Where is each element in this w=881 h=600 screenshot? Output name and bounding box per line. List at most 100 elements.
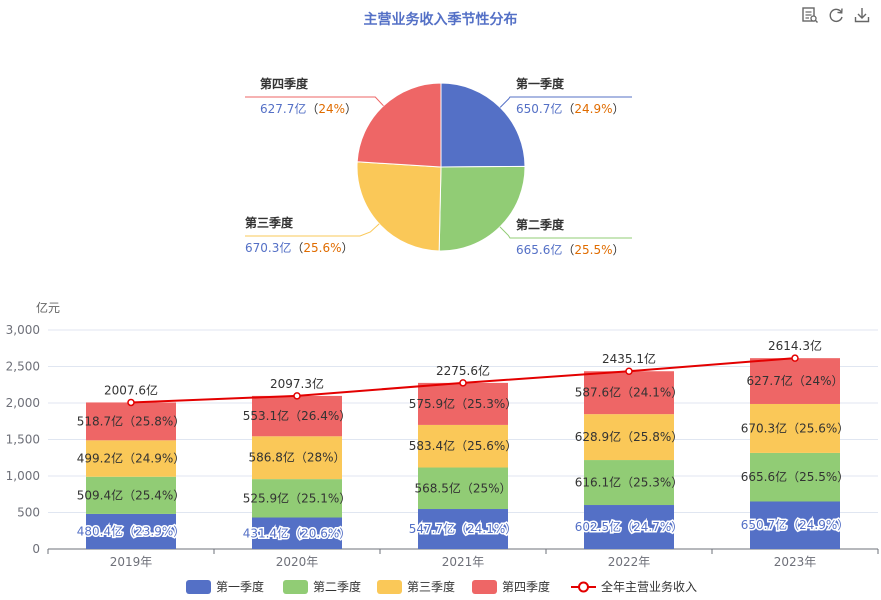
pie-label-value: 665.6亿（25.5%） — [516, 242, 625, 257]
pie-paren-close: ） — [613, 243, 625, 257]
total-label: 2614.3亿 — [768, 338, 822, 353]
pie-paren-close: ） — [345, 102, 357, 116]
y-tick-label: 2,000 — [6, 396, 40, 410]
bar-segment — [86, 440, 176, 477]
legend-item-total[interactable]: 全年主营业务收入 — [571, 579, 697, 594]
pie-label-value: 627.7亿（24%） — [260, 101, 357, 116]
y-tick-label: 500 — [17, 506, 40, 520]
bar-segment — [584, 505, 674, 549]
bar-segment — [418, 509, 508, 549]
bar-data-label: 628.9亿（25.8%） — [575, 429, 683, 444]
legend-label: 第二季度 — [313, 579, 361, 594]
total-point — [625, 367, 633, 375]
legend-item[interactable]: 第四季度 — [472, 579, 550, 594]
pie-percent-text: 25.6% — [303, 241, 341, 255]
bar-data-label: 553.1亿（26.4%） — [243, 408, 351, 423]
bar-segment — [252, 436, 342, 480]
x-tick-label: 2019年 — [110, 555, 153, 569]
total-label: 2275.6亿 — [436, 363, 490, 378]
pie-slice — [356, 82, 442, 168]
pie-label-line — [245, 223, 380, 237]
pie-value-text: 670.3亿 — [245, 240, 291, 255]
chart-title: 主营业务收入季节性分布 — [363, 12, 518, 28]
bar-data-label: 665.6亿（25.5%） — [741, 469, 849, 484]
legend-item[interactable]: 第二季度 — [283, 579, 361, 594]
bar-data-label: 431.4亿（20.6%） — [243, 525, 351, 540]
bar-data-label: 583.4亿（25.6%） — [409, 438, 517, 453]
bar-segment — [584, 371, 674, 415]
pie-paren-open: （ — [562, 102, 574, 116]
pie-label-name: 第一季度 — [516, 76, 565, 91]
legend-swatch — [377, 580, 402, 594]
bar-segment — [750, 358, 840, 404]
bar-data-label: 518.7亿（25.8%） — [77, 413, 185, 428]
legend-line-marker — [578, 581, 589, 593]
x-tick-label: 2020年 — [276, 555, 319, 569]
bar-data-label: 586.8亿（28%） — [248, 450, 345, 465]
pie-value-text: 665.6亿 — [516, 242, 562, 257]
legend-label: 第四季度 — [502, 579, 550, 594]
bar-data-label: 499.2亿（24.9%） — [77, 451, 185, 466]
bar-data-label: 587.6亿（24.1%） — [575, 385, 683, 400]
y-axis-label: 亿元 — [36, 300, 60, 315]
total-point — [293, 392, 301, 400]
legend-swatch — [283, 580, 308, 594]
pie-paren-open: （ — [291, 241, 303, 255]
bar-segment — [252, 517, 342, 549]
legend-label: 第一季度 — [216, 579, 264, 594]
x-tick-label: 2022年 — [608, 555, 651, 569]
total-point — [791, 354, 799, 362]
restore-icon[interactable] — [827, 6, 845, 24]
download-icon[interactable] — [853, 6, 871, 24]
bar-segment — [418, 467, 508, 510]
legend-label: 第三季度 — [407, 579, 455, 594]
bar-segment — [86, 402, 176, 441]
bar-data-label: 575.9亿（25.3%） — [409, 396, 517, 411]
legend-label: 全年主营业务收入 — [601, 579, 697, 594]
pie-value-text: 650.7亿 — [516, 101, 562, 116]
pie-value-text: 627.7亿 — [260, 101, 306, 116]
legend-swatch — [472, 580, 497, 594]
pie-label-name: 第四季度 — [260, 76, 309, 91]
y-tick-label: 2,500 — [6, 360, 40, 374]
pie-label-name: 第二季度 — [516, 217, 565, 232]
bar-segment — [418, 424, 508, 468]
legend-item[interactable]: 第三季度 — [377, 579, 455, 594]
bar-data-label: 616.1亿（25.3%） — [575, 475, 683, 490]
pie-label-name: 第三季度 — [245, 215, 294, 230]
legend-swatch — [186, 580, 211, 594]
total-point — [459, 379, 467, 387]
bar-segment — [750, 501, 840, 549]
y-tick-label: 1,000 — [6, 469, 40, 483]
pie-slice — [440, 82, 526, 168]
bar-data-label: 602.5亿（24.7%） — [575, 519, 683, 534]
pie-label-value: 650.7亿（24.9%） — [516, 101, 625, 116]
bar-data-label: 480.4亿（23.9%） — [77, 523, 185, 538]
pie-percent-text: 25.5% — [574, 243, 612, 257]
legend-item[interactable]: 第一季度 — [186, 579, 264, 594]
bar-data-label: 670.3亿（25.6%） — [741, 420, 849, 435]
bar-segment — [750, 403, 840, 453]
total-label: 2007.6亿 — [104, 382, 158, 397]
total-label: 2435.1亿 — [602, 351, 656, 366]
bar-segment — [584, 414, 674, 461]
x-tick-label: 2023年 — [774, 555, 817, 569]
bar-data-label: 509.4亿（25.4%） — [77, 487, 185, 502]
pie-paren-close: ） — [342, 241, 354, 255]
data-view-icon[interactable] — [801, 6, 819, 24]
pie-paren-open: （ — [562, 243, 574, 257]
bar-segment — [86, 513, 176, 549]
pie-slice — [356, 161, 442, 252]
total-label: 2097.3亿 — [270, 376, 324, 391]
bar-segment — [418, 382, 508, 425]
bar-segment — [750, 452, 840, 502]
bar-data-label: 568.5亿（25%） — [414, 480, 511, 495]
total-point — [127, 398, 135, 407]
pie-paren-open: （ — [306, 102, 318, 116]
bar-segment — [252, 479, 342, 518]
y-tick-label: 3,000 — [6, 323, 40, 337]
y-tick-label: 1,500 — [6, 433, 40, 447]
x-tick-label: 2021年 — [442, 555, 485, 569]
bar-data-label: 650.7亿（24.9%） — [741, 517, 849, 532]
